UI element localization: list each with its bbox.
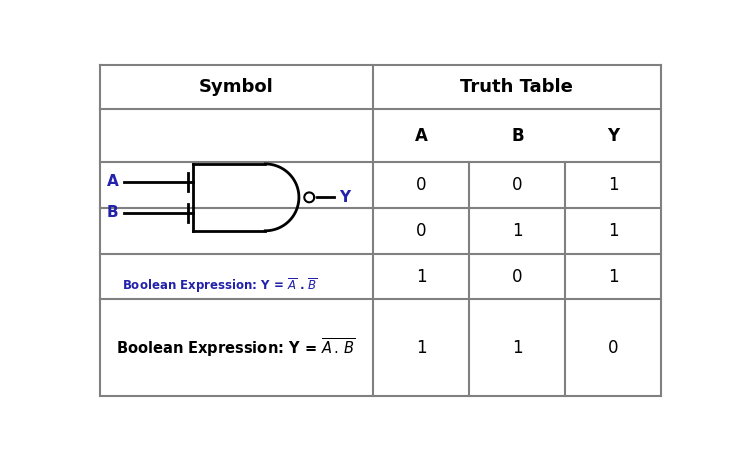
Text: 1: 1: [512, 222, 522, 240]
Text: A: A: [415, 127, 427, 145]
Text: Boolean Expression: Y = $\overline{A}$ . $\overline{B}$: Boolean Expression: Y = $\overline{A}$ .…: [122, 276, 318, 295]
Text: 0: 0: [416, 222, 427, 240]
Text: 0: 0: [416, 176, 427, 194]
Text: 1: 1: [416, 339, 427, 357]
Text: Y: Y: [607, 127, 620, 145]
Text: Truth Table: Truth Table: [461, 79, 574, 96]
Text: 0: 0: [608, 339, 618, 357]
Text: 1: 1: [512, 339, 522, 357]
Text: 0: 0: [512, 176, 522, 194]
Text: Boolean Expression: Y = $\overline{A\,.\,B}$: Boolean Expression: Y = $\overline{A\,.\…: [116, 336, 356, 359]
Text: A: A: [107, 175, 119, 190]
Text: B: B: [107, 205, 119, 220]
Text: 1: 1: [608, 176, 619, 194]
Text: B: B: [511, 127, 524, 145]
Text: 0: 0: [512, 267, 522, 286]
Text: 1: 1: [608, 222, 619, 240]
Text: 1: 1: [416, 267, 427, 286]
Text: 1: 1: [608, 267, 619, 286]
Text: Y: Y: [339, 190, 350, 205]
Text: Symbol: Symbol: [199, 79, 274, 96]
